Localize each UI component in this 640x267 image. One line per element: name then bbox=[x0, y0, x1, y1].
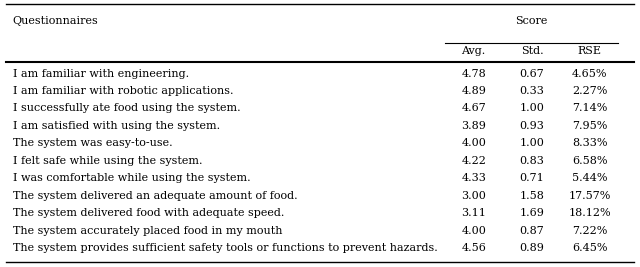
Text: 4.78: 4.78 bbox=[461, 69, 486, 78]
Text: 7.95%: 7.95% bbox=[572, 121, 607, 131]
Text: I successfully ate food using the system.: I successfully ate food using the system… bbox=[13, 104, 240, 113]
Text: 5.44%: 5.44% bbox=[572, 174, 607, 183]
Text: I felt safe while using the system.: I felt safe while using the system. bbox=[13, 156, 202, 166]
Text: 4.33: 4.33 bbox=[461, 174, 486, 183]
Text: 4.65%: 4.65% bbox=[572, 69, 607, 78]
Text: 4.89: 4.89 bbox=[461, 86, 486, 96]
Text: 17.57%: 17.57% bbox=[568, 191, 611, 201]
Text: 3.11: 3.11 bbox=[461, 209, 486, 218]
Text: 0.89: 0.89 bbox=[520, 243, 545, 253]
Text: 0.33: 0.33 bbox=[520, 86, 545, 96]
Text: 0.93: 0.93 bbox=[520, 121, 545, 131]
Text: 1.69: 1.69 bbox=[520, 209, 545, 218]
Text: I am familiar with engineering.: I am familiar with engineering. bbox=[13, 69, 189, 78]
Text: 0.87: 0.87 bbox=[520, 226, 545, 236]
Text: Avg.: Avg. bbox=[461, 46, 486, 56]
Text: 8.33%: 8.33% bbox=[572, 139, 607, 148]
Text: 4.67: 4.67 bbox=[461, 104, 486, 113]
Text: The system was easy-to-use.: The system was easy-to-use. bbox=[13, 139, 172, 148]
Text: 4.56: 4.56 bbox=[461, 243, 486, 253]
Text: 6.45%: 6.45% bbox=[572, 243, 607, 253]
Text: 0.83: 0.83 bbox=[520, 156, 545, 166]
Text: The system provides sufficient safety tools or functions to prevent hazards.: The system provides sufficient safety to… bbox=[13, 243, 437, 253]
Text: 0.71: 0.71 bbox=[520, 174, 545, 183]
Text: 0.67: 0.67 bbox=[520, 69, 545, 78]
Text: I am familiar with robotic applications.: I am familiar with robotic applications. bbox=[13, 86, 233, 96]
Text: 18.12%: 18.12% bbox=[568, 209, 611, 218]
Text: 4.22: 4.22 bbox=[461, 156, 486, 166]
Text: 3.89: 3.89 bbox=[461, 121, 486, 131]
Text: I am satisfied with using the system.: I am satisfied with using the system. bbox=[13, 121, 220, 131]
Text: 4.00: 4.00 bbox=[461, 226, 486, 236]
Text: The system delivered an adequate amount of food.: The system delivered an adequate amount … bbox=[13, 191, 298, 201]
Text: 1.58: 1.58 bbox=[520, 191, 545, 201]
Text: 1.00: 1.00 bbox=[520, 139, 545, 148]
Text: 4.00: 4.00 bbox=[461, 139, 486, 148]
Text: Questionnaires: Questionnaires bbox=[13, 16, 99, 26]
Text: 2.27%: 2.27% bbox=[572, 86, 607, 96]
Text: Std.: Std. bbox=[521, 46, 543, 56]
Text: 7.14%: 7.14% bbox=[572, 104, 607, 113]
Text: The system delivered food with adequate speed.: The system delivered food with adequate … bbox=[13, 209, 284, 218]
Text: The system accurately placed food in my mouth: The system accurately placed food in my … bbox=[13, 226, 282, 236]
Text: 6.58%: 6.58% bbox=[572, 156, 607, 166]
Text: I was comfortable while using the system.: I was comfortable while using the system… bbox=[13, 174, 250, 183]
Text: 3.00: 3.00 bbox=[461, 191, 486, 201]
Text: RSE: RSE bbox=[578, 46, 602, 56]
Text: Score: Score bbox=[515, 16, 548, 26]
Text: 7.22%: 7.22% bbox=[572, 226, 607, 236]
Text: 1.00: 1.00 bbox=[520, 104, 545, 113]
